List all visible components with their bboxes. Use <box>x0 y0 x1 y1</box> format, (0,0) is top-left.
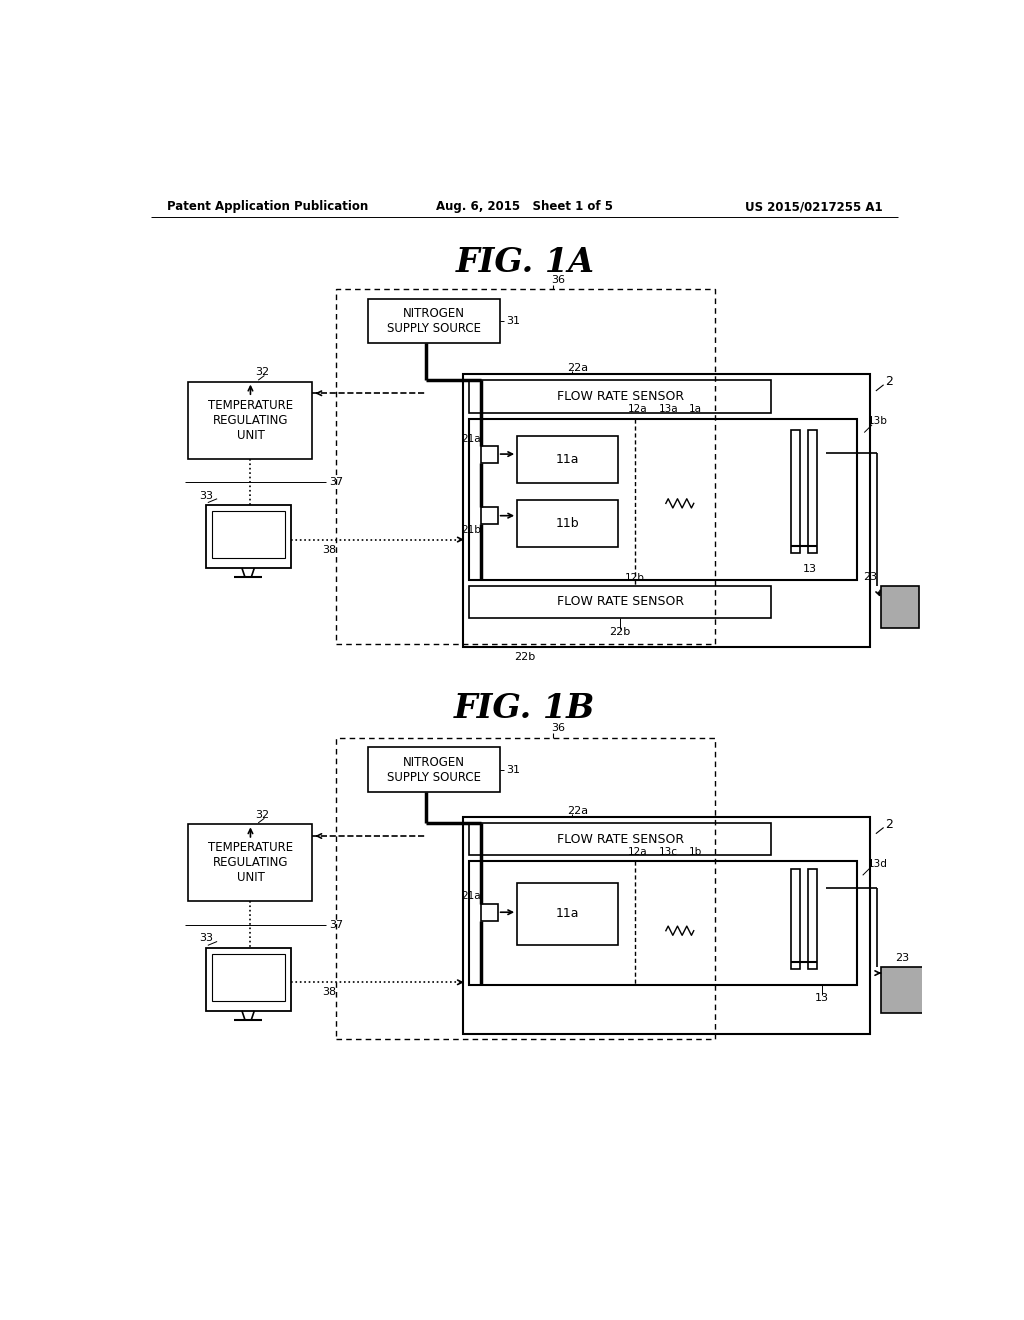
Text: 1a: 1a <box>689 404 701 414</box>
Text: 21a: 21a <box>462 434 481 445</box>
Text: 13d: 13d <box>868 859 888 869</box>
Bar <box>882 586 919 628</box>
Text: 36: 36 <box>551 275 565 285</box>
Text: 37: 37 <box>330 920 344 929</box>
Bar <box>808 430 817 553</box>
Bar <box>212 954 285 1001</box>
Text: 23: 23 <box>863 572 878 582</box>
Bar <box>480 507 498 524</box>
Text: 13: 13 <box>815 994 828 1003</box>
Text: 33: 33 <box>200 933 213 944</box>
Bar <box>369 298 500 343</box>
Text: Aug. 6, 2015   Sheet 1 of 5: Aug. 6, 2015 Sheet 1 of 5 <box>436 201 613 214</box>
Text: FLOW RATE SENSOR: FLOW RATE SENSOR <box>557 595 684 609</box>
Text: NITROGEN
SUPPLY SOURCE: NITROGEN SUPPLY SOURCE <box>387 306 481 335</box>
Text: 13b: 13b <box>868 416 888 426</box>
Text: 11b: 11b <box>556 517 580 529</box>
Bar <box>206 506 291 568</box>
Bar <box>212 511 285 558</box>
Bar <box>469 380 771 412</box>
Text: 22b: 22b <box>609 627 631 638</box>
Text: 22a: 22a <box>567 805 588 816</box>
Text: 12b: 12b <box>625 573 645 583</box>
Bar <box>517 499 617 548</box>
Bar <box>469 586 771 618</box>
Text: 21a: 21a <box>462 891 481 902</box>
Text: TEMPERATURE
REGULATING
UNIT: TEMPERATURE REGULATING UNIT <box>208 841 293 884</box>
Text: FLOW RATE SENSOR: FLOW RATE SENSOR <box>557 389 684 403</box>
Text: 33: 33 <box>200 491 213 500</box>
Bar <box>188 825 312 902</box>
Bar <box>463 374 869 647</box>
Bar <box>336 289 716 644</box>
Bar <box>480 446 498 462</box>
Text: 22a: 22a <box>567 363 588 372</box>
Bar <box>517 436 617 483</box>
Text: 13a: 13a <box>658 404 678 414</box>
Text: 31: 31 <box>506 764 520 775</box>
Text: 36: 36 <box>551 723 565 733</box>
Bar <box>808 869 817 969</box>
Text: 1b: 1b <box>689 847 701 857</box>
Text: 11a: 11a <box>556 453 580 466</box>
Text: 21b: 21b <box>462 525 481 536</box>
Text: 38: 38 <box>323 987 337 998</box>
Bar <box>517 883 617 945</box>
Bar <box>469 418 856 581</box>
Text: 13: 13 <box>803 564 817 574</box>
Bar <box>463 817 869 1034</box>
Text: 23: 23 <box>895 953 909 962</box>
Text: 37: 37 <box>330 477 344 487</box>
Bar <box>791 869 800 969</box>
Text: 13c: 13c <box>658 847 678 857</box>
Text: TEMPERATURE
REGULATING
UNIT: TEMPERATURE REGULATING UNIT <box>208 399 293 442</box>
Text: FLOW RATE SENSOR: FLOW RATE SENSOR <box>557 833 684 846</box>
Text: 11a: 11a <box>556 907 580 920</box>
Text: NITROGEN
SUPPLY SOURCE: NITROGEN SUPPLY SOURCE <box>387 756 481 784</box>
Text: 32: 32 <box>255 810 269 820</box>
Bar <box>188 381 312 459</box>
Text: US 2015/0217255 A1: US 2015/0217255 A1 <box>745 201 883 214</box>
Text: 12a: 12a <box>628 847 647 857</box>
Bar <box>791 430 800 553</box>
Text: 38: 38 <box>323 545 337 554</box>
Bar <box>336 738 716 1039</box>
Bar <box>480 904 498 921</box>
Text: 12a: 12a <box>628 404 647 414</box>
Text: 2: 2 <box>885 375 893 388</box>
Text: Patent Application Publication: Patent Application Publication <box>167 201 368 214</box>
Text: 32: 32 <box>255 367 269 378</box>
Text: FIG. 1A: FIG. 1A <box>456 246 594 279</box>
Bar <box>469 862 856 985</box>
Bar <box>369 747 500 792</box>
Text: 2: 2 <box>885 818 893 832</box>
Bar <box>469 822 771 855</box>
Text: 31: 31 <box>506 315 520 326</box>
Bar <box>882 966 924 1014</box>
Text: 22b: 22b <box>514 652 536 663</box>
Bar <box>206 948 291 1011</box>
Text: FIG. 1B: FIG. 1B <box>454 693 596 726</box>
